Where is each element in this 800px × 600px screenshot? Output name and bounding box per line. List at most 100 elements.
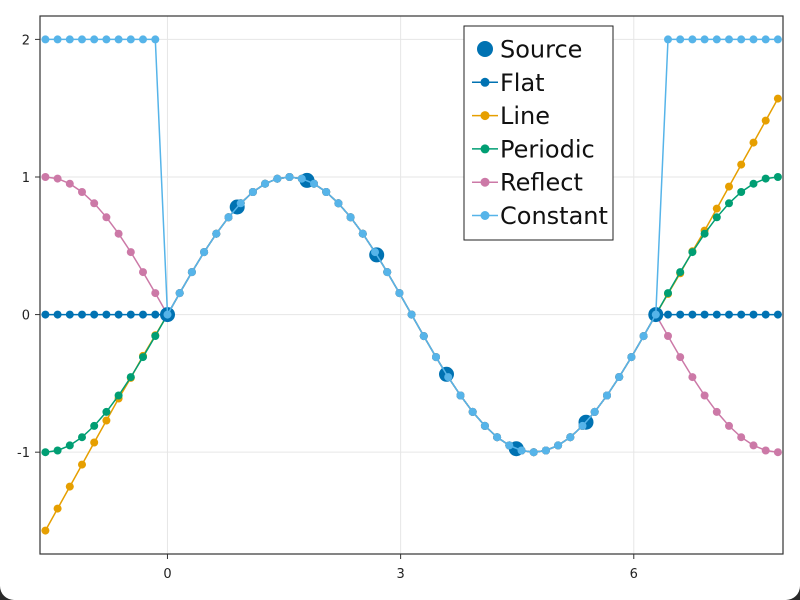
data-point-line	[712, 204, 721, 213]
data-point-reflect	[139, 268, 147, 277]
y-tick-label: 0	[22, 309, 30, 324]
data-point-constant	[725, 35, 733, 44]
data-point-flat	[65, 310, 74, 319]
data-point-flat	[725, 310, 733, 319]
data-point-constant	[651, 310, 660, 319]
data-point-constant	[187, 268, 196, 277]
data-point-constant	[334, 199, 343, 208]
data-point-constant	[603, 391, 611, 400]
data-point-constant	[224, 213, 233, 222]
data-point-constant	[53, 35, 62, 44]
data-point-line	[53, 504, 62, 513]
data-point-periodic	[90, 421, 99, 430]
data-point-constant	[285, 173, 294, 181]
data-point-constant	[529, 448, 538, 457]
data-point-reflect	[688, 373, 697, 382]
y-tick-label: 1	[22, 171, 30, 186]
data-point-flat	[126, 310, 135, 319]
data-point-flat	[688, 310, 697, 319]
data-point-constant	[627, 353, 636, 362]
data-point-line	[773, 94, 782, 103]
data-point-constant	[590, 407, 599, 416]
data-point-reflect	[151, 289, 160, 298]
data-point-line	[41, 526, 50, 535]
data-point-flat	[700, 310, 709, 319]
legend-label-flat: Flat	[500, 69, 545, 97]
series-layer	[41, 35, 782, 535]
x-tick-label: 6	[630, 567, 638, 582]
data-point-constant	[419, 332, 428, 341]
data-point-reflect	[761, 446, 770, 455]
data-point-constant	[712, 35, 721, 44]
data-point-flat	[90, 310, 99, 319]
data-point-reflect	[773, 448, 782, 457]
data-point-periodic	[737, 188, 746, 196]
data-point-periodic	[114, 391, 123, 400]
data-point-reflect	[712, 407, 721, 416]
data-point-periodic	[664, 289, 672, 298]
data-point-constant	[90, 35, 99, 44]
data-point-constant	[517, 446, 526, 455]
data-point-reflect	[737, 433, 746, 442]
data-point-reflect	[102, 213, 111, 222]
data-point-flat	[78, 310, 86, 319]
legend-marker-source	[477, 41, 493, 57]
data-point-constant	[114, 35, 123, 44]
data-point-line	[749, 138, 758, 147]
data-point-constant	[737, 35, 746, 44]
legend-label-line: Line	[500, 102, 550, 130]
data-point-constant	[78, 35, 86, 44]
data-point-constant	[444, 373, 453, 382]
data-point-constant	[566, 433, 575, 442]
data-point-flat	[139, 310, 147, 319]
data-point-flat	[664, 310, 672, 319]
data-point-constant	[664, 35, 672, 44]
data-point-constant	[346, 213, 355, 222]
data-point-constant	[297, 174, 306, 183]
data-point-constant	[395, 289, 404, 298]
data-point-line	[90, 438, 99, 447]
data-point-flat	[41, 310, 50, 319]
legend: Source Flat Line Periodic Reflect Constant	[463, 25, 614, 241]
legend-marker-constant	[480, 211, 490, 220]
data-point-constant	[456, 391, 465, 400]
data-point-periodic	[773, 173, 782, 181]
data-point-periodic	[761, 174, 770, 183]
legend-label-periodic: Periodic	[500, 135, 595, 163]
data-point-reflect	[664, 332, 672, 340]
data-point-constant	[371, 248, 379, 257]
data-point-constant	[688, 35, 697, 44]
axis-ticks: 0 3 6 -1 0 1 2	[17, 33, 638, 582]
data-point-constant	[163, 310, 172, 319]
data-point-constant	[407, 310, 416, 319]
data-point-constant	[358, 229, 367, 238]
x-tick-label: 3	[396, 567, 404, 582]
data-point-flat	[102, 310, 111, 319]
data-point-flat	[737, 310, 746, 319]
data-point-constant	[322, 188, 331, 196]
data-point-periodic	[126, 373, 135, 382]
data-point-periodic	[676, 268, 685, 277]
data-point-periodic	[700, 229, 709, 238]
data-point-constant	[578, 421, 587, 430]
y-tick-label: 2	[22, 33, 30, 48]
data-point-periodic	[749, 179, 758, 188]
data-point-reflect	[725, 421, 733, 430]
data-point-constant	[236, 199, 245, 208]
data-point-periodic	[102, 407, 111, 416]
data-point-flat	[749, 310, 758, 319]
data-point-constant	[383, 268, 392, 277]
data-point-reflect	[78, 188, 86, 196]
data-point-constant	[676, 35, 685, 44]
data-point-periodic	[712, 213, 721, 222]
data-point-flat	[773, 310, 782, 319]
data-point-constant	[773, 35, 782, 44]
data-point-reflect	[676, 353, 685, 362]
data-point-constant	[212, 229, 221, 238]
data-point-reflect	[749, 441, 758, 450]
data-point-constant	[639, 332, 648, 341]
data-point-constant	[248, 188, 257, 196]
data-point-constant	[541, 446, 550, 455]
plot-frame	[39, 15, 784, 555]
